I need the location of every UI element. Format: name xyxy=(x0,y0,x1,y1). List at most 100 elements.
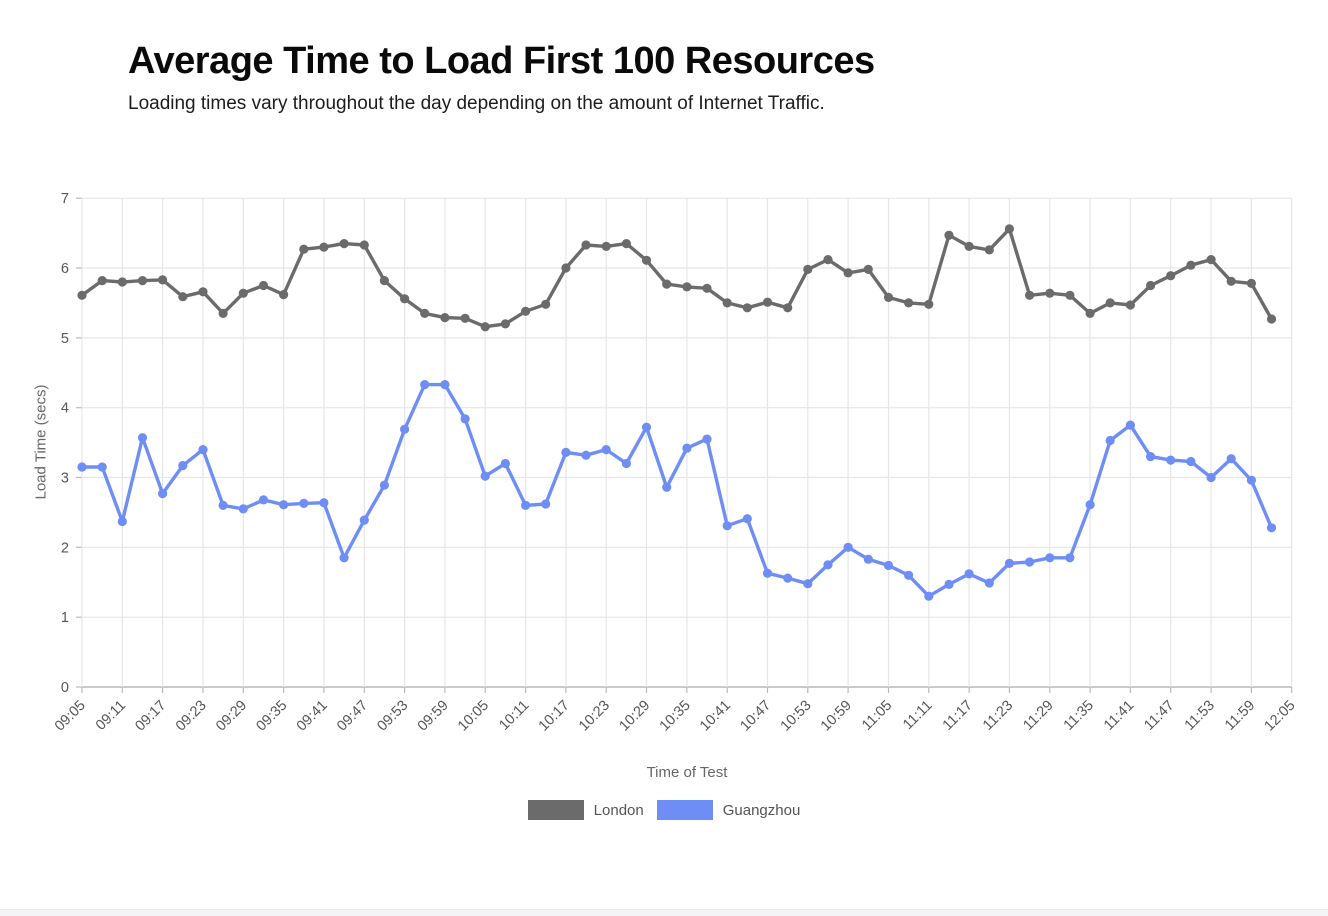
data-point-london[interactable] xyxy=(279,290,289,300)
data-point-guangzhou[interactable] xyxy=(1226,454,1236,464)
data-point-london[interactable] xyxy=(218,308,228,318)
data-point-guangzhou[interactable] xyxy=(500,458,510,469)
data-point-guangzhou[interactable] xyxy=(359,515,369,525)
data-point-london[interactable] xyxy=(803,264,813,274)
data-point-london[interactable] xyxy=(339,239,349,249)
data-point-london[interactable] xyxy=(581,240,591,250)
data-point-london[interactable] xyxy=(258,280,269,291)
data-point-london[interactable] xyxy=(198,287,208,297)
data-point-london[interactable] xyxy=(601,241,611,251)
data-point-london[interactable] xyxy=(682,282,692,292)
data-point-guangzhou[interactable] xyxy=(1125,420,1135,430)
data-point-guangzhou[interactable] xyxy=(762,568,773,578)
data-point-london[interactable] xyxy=(964,241,974,251)
data-point-guangzhou[interactable] xyxy=(279,500,289,510)
data-point-london[interactable] xyxy=(1065,290,1075,300)
data-point-guangzhou[interactable] xyxy=(1004,558,1015,569)
data-point-london[interactable] xyxy=(359,240,369,250)
data-point-london[interactable] xyxy=(400,294,410,304)
data-point-london[interactable] xyxy=(480,322,490,332)
data-point-guangzhou[interactable] xyxy=(1045,553,1055,563)
data-point-guangzhou[interactable] xyxy=(440,380,450,390)
data-point-london[interactable] xyxy=(762,297,773,307)
data-point-london[interactable] xyxy=(823,255,833,265)
data-point-london[interactable] xyxy=(924,299,934,309)
data-point-guangzhou[interactable] xyxy=(1206,472,1216,483)
data-point-london[interactable] xyxy=(1206,255,1216,265)
data-point-guangzhou[interactable] xyxy=(379,480,389,490)
legend-item-london[interactable]: London xyxy=(527,800,644,820)
data-point-guangzhou[interactable] xyxy=(964,569,974,579)
data-point-guangzhou[interactable] xyxy=(480,471,490,481)
data-point-london[interactable] xyxy=(742,303,752,313)
data-point-london[interactable] xyxy=(662,279,672,289)
data-point-guangzhou[interactable] xyxy=(137,433,148,443)
data-point-london[interactable] xyxy=(379,276,389,286)
data-point-london[interactable] xyxy=(843,268,853,278)
data-point-london[interactable] xyxy=(641,255,652,265)
data-point-london[interactable] xyxy=(1146,280,1156,291)
data-point-london[interactable] xyxy=(137,276,148,286)
data-point-guangzhou[interactable] xyxy=(1146,452,1156,462)
data-point-london[interactable] xyxy=(1105,298,1115,308)
data-point-guangzhou[interactable] xyxy=(521,500,531,510)
data-point-guangzhou[interactable] xyxy=(1085,500,1095,510)
data-point-guangzhou[interactable] xyxy=(400,424,410,434)
data-point-guangzhou[interactable] xyxy=(339,553,349,563)
data-point-london[interactable] xyxy=(1226,276,1236,286)
data-point-guangzhou[interactable] xyxy=(803,579,813,589)
data-point-guangzhou[interactable] xyxy=(178,461,188,471)
data-point-london[interactable] xyxy=(238,288,248,298)
data-point-guangzhou[interactable] xyxy=(601,445,611,455)
data-point-guangzhou[interactable] xyxy=(944,579,954,590)
data-point-london[interactable] xyxy=(117,277,127,287)
data-point-guangzhou[interactable] xyxy=(1025,557,1035,567)
data-point-guangzhou[interactable] xyxy=(823,560,833,570)
data-point-london[interactable] xyxy=(783,303,793,313)
data-point-guangzhou[interactable] xyxy=(883,560,894,571)
data-point-london[interactable] xyxy=(1004,224,1015,234)
data-point-london[interactable] xyxy=(420,308,430,318)
data-point-guangzhou[interactable] xyxy=(238,504,248,514)
data-point-london[interactable] xyxy=(500,319,510,329)
data-point-guangzhou[interactable] xyxy=(218,500,228,510)
data-point-guangzhou[interactable] xyxy=(258,495,269,505)
data-point-london[interactable] xyxy=(521,306,531,316)
data-point-guangzhou[interactable] xyxy=(1266,523,1277,533)
data-point-london[interactable] xyxy=(883,292,894,302)
data-point-london[interactable] xyxy=(1025,290,1035,300)
data-point-london[interactable] xyxy=(1246,278,1256,288)
data-point-guangzhou[interactable] xyxy=(641,422,652,432)
data-point-guangzhou[interactable] xyxy=(561,447,571,457)
data-point-guangzhou[interactable] xyxy=(1166,455,1176,465)
data-point-guangzhou[interactable] xyxy=(924,591,934,601)
data-point-guangzhou[interactable] xyxy=(702,434,712,444)
data-point-london[interactable] xyxy=(984,245,994,255)
data-point-guangzhou[interactable] xyxy=(1065,553,1075,563)
data-point-guangzhou[interactable] xyxy=(984,578,994,588)
data-point-guangzhou[interactable] xyxy=(198,445,208,455)
data-point-london[interactable] xyxy=(561,263,571,273)
data-point-guangzhou[interactable] xyxy=(904,570,914,580)
data-point-guangzhou[interactable] xyxy=(319,498,329,508)
data-point-guangzhou[interactable] xyxy=(77,462,87,472)
data-point-london[interactable] xyxy=(299,244,309,254)
data-point-london[interactable] xyxy=(77,290,87,300)
data-point-guangzhou[interactable] xyxy=(621,458,632,469)
data-point-london[interactable] xyxy=(97,276,107,286)
data-point-guangzhou[interactable] xyxy=(460,414,470,424)
data-point-london[interactable] xyxy=(1186,260,1196,270)
data-point-guangzhou[interactable] xyxy=(581,450,591,460)
data-point-guangzhou[interactable] xyxy=(97,462,107,472)
data-point-guangzhou[interactable] xyxy=(863,554,873,564)
data-point-guangzhou[interactable] xyxy=(299,498,309,508)
data-point-guangzhou[interactable] xyxy=(158,489,168,499)
data-point-london[interactable] xyxy=(158,275,168,285)
data-point-london[interactable] xyxy=(944,230,954,240)
data-point-guangzhou[interactable] xyxy=(117,516,127,527)
data-point-london[interactable] xyxy=(1085,308,1095,318)
data-point-guangzhou[interactable] xyxy=(662,482,672,492)
data-point-london[interactable] xyxy=(904,298,914,308)
data-point-guangzhou[interactable] xyxy=(1105,435,1115,446)
data-point-london[interactable] xyxy=(722,298,732,308)
